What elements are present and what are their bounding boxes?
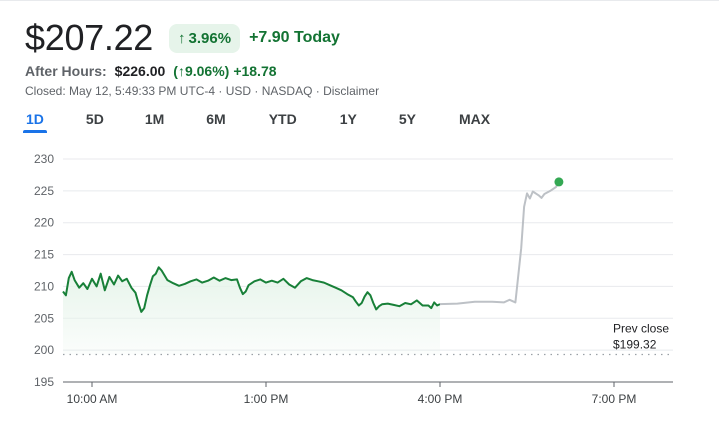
prev-close-value: $199.32 bbox=[613, 337, 657, 351]
current-price-dot bbox=[554, 177, 564, 187]
market-status-line: Closed: May 12, 5:49:33 PM UTC-4 · USD ·… bbox=[25, 84, 380, 98]
tab-max[interactable]: MAX bbox=[458, 111, 491, 127]
change-today: +7.90 Today bbox=[249, 29, 340, 46]
x-tick-label: 10:00 AM bbox=[67, 392, 118, 405]
tab-6m[interactable]: 6M bbox=[206, 111, 226, 127]
tab-1m[interactable]: 1M bbox=[144, 111, 165, 127]
current-price: $207.22 bbox=[25, 17, 154, 58]
x-tick-label: 1:00 PM bbox=[244, 392, 289, 405]
change-percent-badge: ↑ 3.96% bbox=[169, 23, 241, 53]
tab-5y[interactable]: 5Y bbox=[398, 111, 416, 127]
after-hours-price: $226.00 bbox=[114, 63, 166, 79]
after-hours-line bbox=[439, 181, 560, 306]
after-hours-change: +18.78 bbox=[233, 63, 277, 79]
price-header: $207.22 ↑ 3.96% +7.90 Today bbox=[25, 17, 340, 59]
after-hours-row: After Hours: $226.00 (↑9.06%) +18.78 bbox=[25, 63, 277, 79]
y-tick-label: 205 bbox=[34, 311, 54, 325]
y-tick-label: 220 bbox=[34, 216, 54, 230]
range-tabs: 1D 5D 1M 6M YTD 1Y 5Y MAX bbox=[23, 111, 491, 133]
y-tick-label: 230 bbox=[34, 152, 54, 166]
session-area-fill bbox=[63, 267, 440, 355]
prev-close-label: Prev close bbox=[613, 321, 669, 335]
x-tick-label: 4:00 PM bbox=[418, 392, 463, 405]
x-tick-label: 7:00 PM bbox=[592, 392, 637, 405]
top-divider bbox=[0, 0, 719, 1]
y-tick-label: 225 bbox=[34, 184, 54, 198]
y-tick-label: 195 bbox=[34, 375, 54, 389]
change-percent: 3.96% bbox=[188, 29, 232, 47]
after-hours-label: After Hours: bbox=[25, 63, 107, 79]
regular-session-line bbox=[62, 266, 441, 313]
y-tick-label: 200 bbox=[34, 343, 54, 357]
y-tick-label: 215 bbox=[34, 248, 54, 262]
price-chart[interactable]: 230 225 220 215 210 205 200 195 10:00 AM 1:00 PM 4… bbox=[0, 145, 719, 405]
after-hours-percent: (↑9.06%) bbox=[173, 63, 230, 79]
tab-5d[interactable]: 5D bbox=[85, 111, 104, 127]
y-tick-label: 210 bbox=[34, 279, 54, 293]
tab-1y[interactable]: 1Y bbox=[339, 111, 357, 127]
arrow-up-icon: ↑ bbox=[178, 29, 186, 47]
tab-1d[interactable]: 1D bbox=[23, 111, 47, 133]
tab-ytd[interactable]: YTD bbox=[268, 111, 297, 127]
